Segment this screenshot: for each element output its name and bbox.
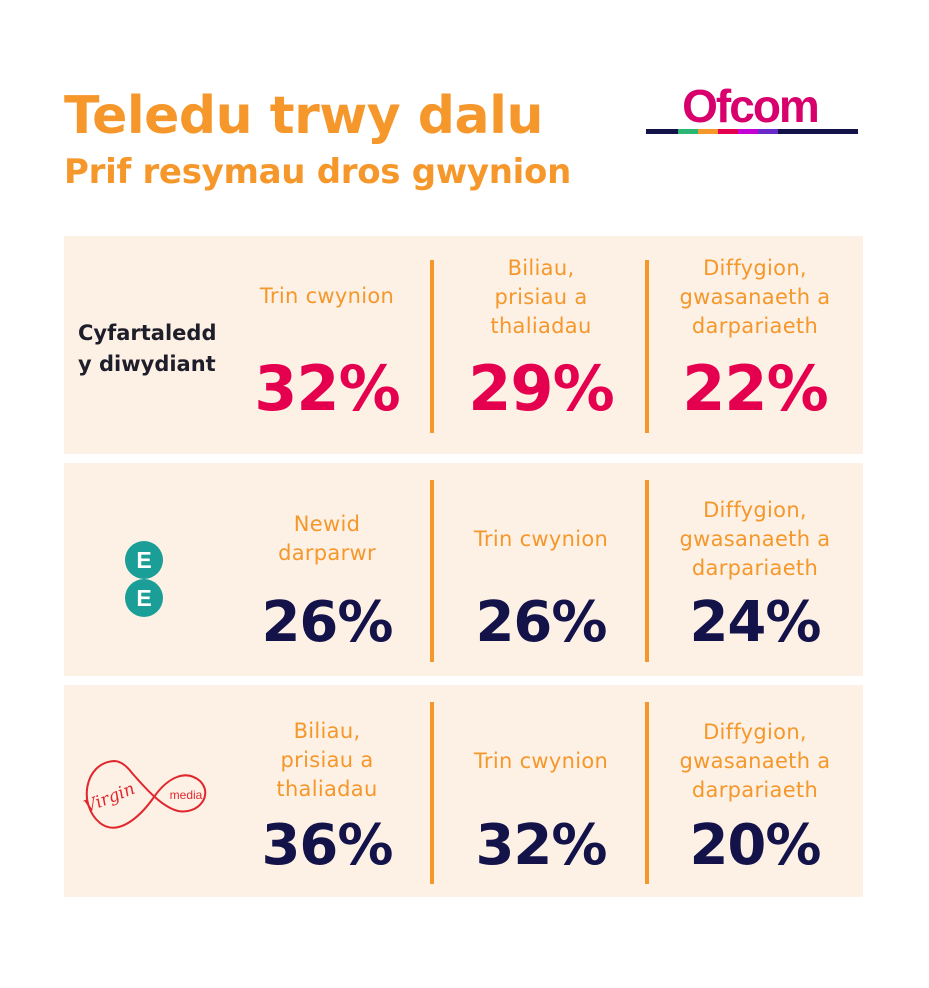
reason-value: 22% — [682, 352, 828, 425]
industry-average-label: Cyfartaledd y diwydiant — [78, 321, 217, 376]
virgin-media-logo-icon: Virgin media — [81, 759, 207, 829]
column-divider — [645, 480, 649, 662]
ee-panel: E E Newid darparwr 26% Trin cwynion 26% … — [64, 463, 863, 676]
industry-average-panel: Cyfartaledd y diwydiant Trin cwynion 32%… — [64, 236, 863, 454]
svg-text:E: E — [136, 547, 151, 573]
reason-value: 24% — [689, 590, 821, 655]
column-divider — [430, 480, 434, 662]
svg-text:E: E — [136, 585, 151, 611]
ofcom-logo-text: Ofcom — [682, 86, 818, 132]
page-title: Teledu trwy dalu — [64, 86, 543, 146]
reason-label: Trin cwynion — [473, 527, 609, 551]
reason-label: Biliau, prisiau a thaliadau — [490, 256, 592, 338]
reason-label: Trin cwynion — [473, 749, 609, 773]
reason-value: 29% — [468, 352, 614, 425]
virgin-media-panel: Virgin media Biliau, prisiau a thaliadau… — [64, 685, 863, 897]
reason-value: 36% — [261, 813, 393, 878]
reason-label: Newid darparwr — [278, 512, 376, 565]
reason-label: Diffygion, gwasanaeth a darpariaeth — [679, 256, 831, 338]
svg-text:media: media — [170, 788, 203, 802]
reason-label: Diffygion, gwasanaeth a darpariaeth — [679, 498, 831, 580]
column-divider — [645, 702, 649, 884]
ofcom-logo: Ofcom — [646, 86, 858, 134]
ee-logo-icon: E E — [125, 541, 163, 617]
reason-value: 26% — [475, 590, 607, 655]
reason-label: Biliau, prisiau a thaliadau — [276, 719, 378, 801]
column-divider — [430, 260, 434, 433]
svg-text:Virgin: Virgin — [81, 779, 137, 817]
page-subtitle: Prif resymau dros gwynion — [64, 152, 571, 192]
reason-value: 32% — [475, 813, 607, 878]
column-divider — [645, 260, 649, 433]
reason-value: 20% — [689, 813, 821, 878]
reason-value: 32% — [254, 352, 400, 425]
reason-label: Diffygion, gwasanaeth a darpariaeth — [679, 720, 831, 802]
reason-value: 26% — [261, 590, 393, 655]
column-divider — [430, 702, 434, 884]
reason-label: Trin cwynion — [259, 284, 395, 308]
